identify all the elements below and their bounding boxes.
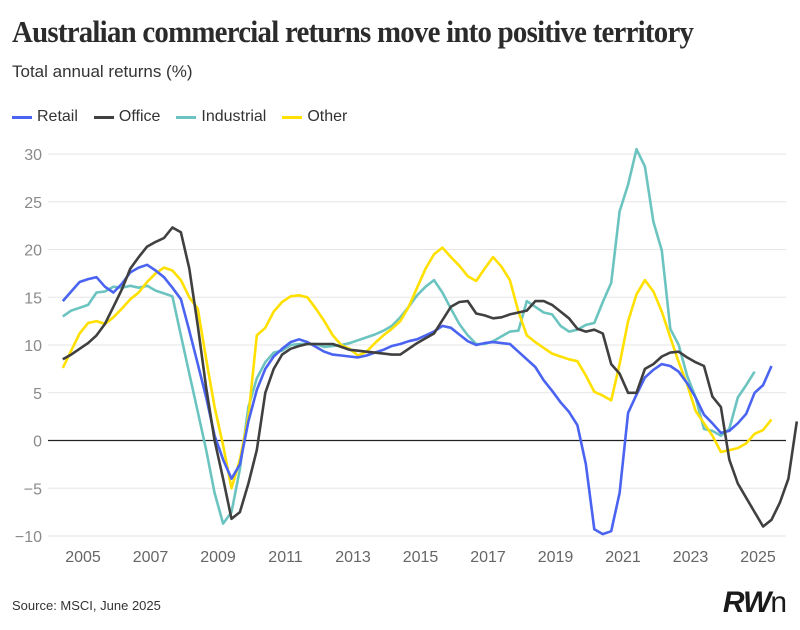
grid-lines	[48, 153, 786, 537]
x-tick-label: 2005	[65, 549, 101, 566]
chart-subtitle: Total annual returns (%)	[12, 62, 193, 81]
x-tick-label: 2019	[538, 549, 574, 566]
y-tick-label: 0	[33, 434, 42, 451]
y-tick-label: 10	[24, 338, 42, 355]
legend-swatch-industrial	[176, 115, 197, 119]
legend-label-industrial: Industrial	[201, 108, 267, 125]
x-tick-label: 2007	[133, 549, 169, 566]
series-lines	[61, 147, 799, 536]
legend-swatch-office	[93, 115, 114, 119]
x-tick-label: 2009	[200, 549, 236, 566]
x-tick-label: 2017	[470, 549, 506, 566]
chart-title: Australian commercial returns move into …	[12, 14, 694, 49]
x-tick-label: 2021	[605, 549, 641, 566]
x-tick-label: 2011	[268, 549, 303, 566]
logo-tail: n	[770, 586, 787, 619]
x-axis-ticks: 2005 2007 2009 2011 2013 2015 2017 2019 2021 2023…	[65, 549, 776, 566]
brand-logo: RWn	[722, 586, 787, 620]
y-tick-label: 30	[24, 147, 42, 164]
legend-item-office[interactable]: Office	[93, 108, 161, 126]
series-line-office	[62, 226, 799, 528]
x-tick-label: 2023	[673, 549, 709, 566]
logo-main: RW	[722, 586, 771, 619]
legend-swatch-other	[282, 115, 303, 119]
source-note: Source: MSCI, June 2025	[12, 598, 161, 613]
legend-item-industrial[interactable]: Industrial	[176, 108, 266, 126]
x-tick-label: 2025	[740, 549, 776, 566]
legend-item-other[interactable]: Other	[282, 108, 347, 126]
series-line-retail	[61, 263, 773, 536]
x-tick-label: 2013	[335, 549, 371, 566]
y-tick-label: −10	[15, 529, 42, 546]
x-tick-label: 2015	[403, 549, 439, 566]
y-tick-label: 15	[24, 290, 42, 307]
y-tick-label: 25	[24, 195, 42, 212]
legend-label-office: Office	[118, 108, 161, 125]
legend-label-other: Other	[307, 108, 348, 125]
legend-item-retail[interactable]: Retail	[12, 108, 78, 126]
legend: Retail Office Industrial Other	[12, 108, 363, 126]
series-line-other	[61, 246, 773, 490]
y-tick-label: 5	[33, 386, 42, 403]
y-tick-label: −5	[24, 481, 42, 498]
legend-swatch-retail	[12, 115, 32, 119]
y-axis-ticks: −10 −5 0 5 10 15 20 25 30	[15, 147, 42, 546]
series-line-industrial	[62, 147, 756, 525]
legend-label-retail: Retail	[37, 108, 78, 125]
y-tick-label: 20	[24, 243, 42, 260]
